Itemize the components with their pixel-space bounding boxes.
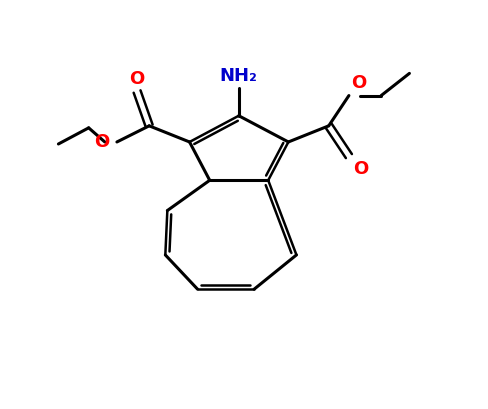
Text: O: O — [351, 74, 366, 92]
Text: O: O — [353, 160, 368, 178]
Text: NH₂: NH₂ — [220, 67, 258, 85]
Text: O: O — [94, 133, 110, 151]
Text: O: O — [129, 70, 145, 88]
